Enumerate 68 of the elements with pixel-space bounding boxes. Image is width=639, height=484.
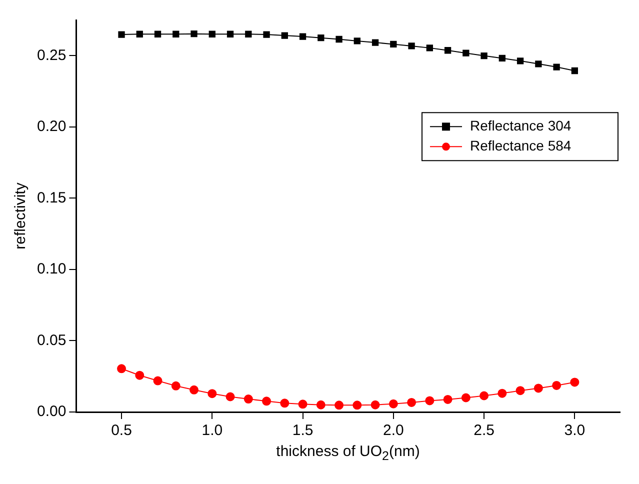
point bbox=[553, 64, 560, 70]
point bbox=[498, 388, 507, 398]
point bbox=[316, 400, 326, 410]
point bbox=[516, 386, 525, 396]
point bbox=[443, 394, 452, 404]
point bbox=[354, 38, 360, 44]
x-tick-label: 0.5 bbox=[111, 422, 132, 440]
point bbox=[299, 33, 306, 40]
point bbox=[571, 67, 578, 74]
point bbox=[372, 39, 379, 46]
point bbox=[388, 399, 398, 408]
x-tick-label: 1.0 bbox=[202, 422, 223, 440]
point bbox=[425, 396, 434, 406]
point bbox=[480, 52, 488, 60]
y-tick-label: 0.10 bbox=[36, 260, 66, 278]
point bbox=[226, 30, 234, 38]
point bbox=[352, 400, 362, 410]
y-axis-title: reflectivity bbox=[12, 182, 30, 250]
point bbox=[461, 393, 470, 402]
point bbox=[245, 30, 252, 38]
legend-label: Reflectance 304 bbox=[470, 118, 572, 134]
x-tick-label: 2.5 bbox=[474, 422, 494, 440]
point bbox=[408, 42, 415, 50]
point bbox=[208, 30, 216, 38]
point bbox=[226, 392, 235, 402]
point bbox=[280, 398, 290, 408]
point bbox=[336, 36, 342, 43]
point bbox=[244, 394, 253, 404]
point bbox=[444, 47, 452, 54]
point bbox=[281, 32, 288, 39]
point bbox=[262, 396, 272, 406]
point bbox=[298, 400, 308, 409]
point bbox=[370, 400, 380, 410]
point bbox=[263, 31, 270, 38]
point bbox=[552, 380, 562, 390]
y-tick-label: 0.05 bbox=[36, 332, 66, 349]
point bbox=[535, 60, 542, 68]
point bbox=[153, 376, 162, 386]
point bbox=[208, 389, 217, 398]
point bbox=[117, 364, 126, 374]
x-tick-label: 3.0 bbox=[564, 422, 586, 440]
point bbox=[570, 378, 580, 387]
point bbox=[172, 30, 180, 38]
point bbox=[462, 50, 470, 56]
x-tick-label: 1.5 bbox=[292, 422, 314, 440]
point bbox=[407, 398, 416, 407]
y-tick-label: 0.20 bbox=[36, 118, 66, 136]
point bbox=[534, 384, 543, 393]
y-tick-label: 0.15 bbox=[36, 189, 66, 206]
y-tick-label: 0.00 bbox=[36, 403, 66, 420]
legend-label: Reflectance 584 bbox=[470, 138, 572, 154]
point bbox=[171, 381, 180, 390]
point bbox=[154, 30, 162, 38]
point bbox=[190, 30, 198, 38]
point bbox=[516, 58, 524, 64]
point bbox=[190, 385, 199, 394]
point bbox=[318, 34, 324, 42]
point bbox=[118, 31, 125, 38]
point bbox=[426, 44, 433, 52]
y-tick-label: 0.25 bbox=[36, 46, 66, 64]
point bbox=[136, 30, 143, 38]
point bbox=[135, 370, 144, 380]
point bbox=[498, 54, 506, 62]
point bbox=[390, 40, 397, 48]
x-tick-label: 2.0 bbox=[382, 422, 404, 440]
x-axis-title: thickness of UO$_{2}$(nm) bbox=[275, 443, 421, 463]
point bbox=[334, 400, 344, 410]
point bbox=[480, 391, 489, 400]
